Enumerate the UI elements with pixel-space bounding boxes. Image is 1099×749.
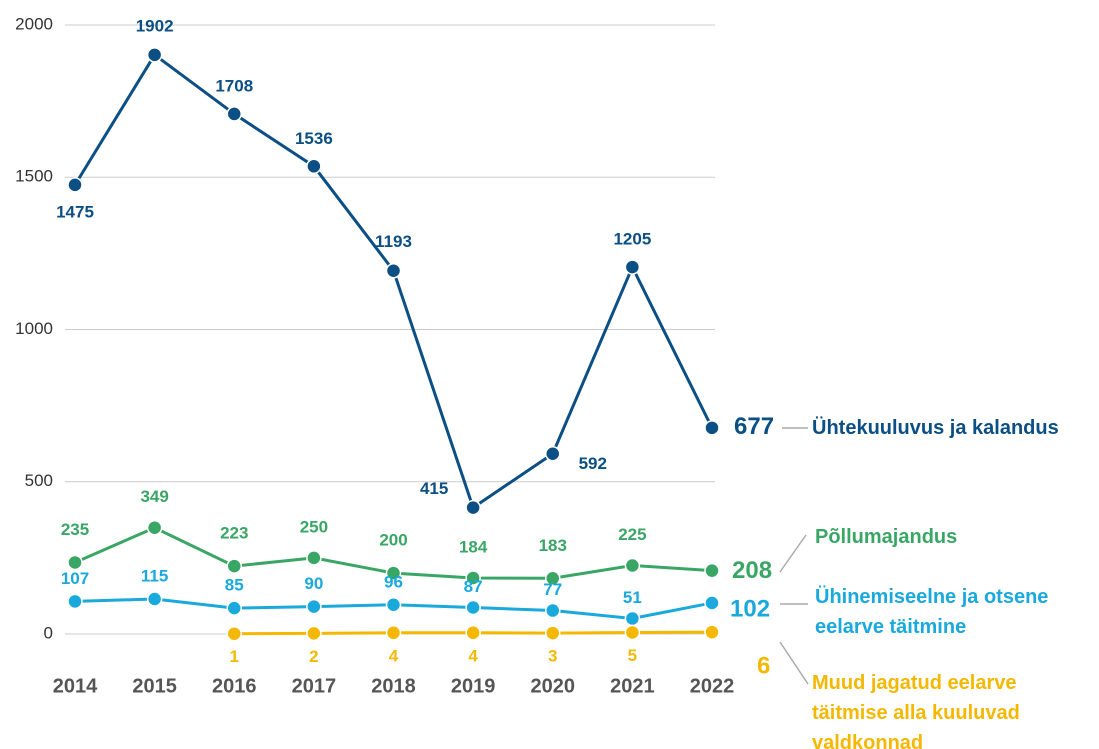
y-tick-label: 1500 — [15, 167, 53, 186]
value-label: 1536 — [295, 129, 333, 148]
value-label: 4 — [389, 646, 399, 665]
point — [306, 158, 322, 175]
value-label: 5 — [628, 646, 637, 665]
point — [226, 558, 242, 574]
point — [545, 570, 561, 587]
value-label: 90 — [304, 574, 323, 593]
value-label: 77 — [543, 580, 562, 599]
point — [306, 598, 322, 615]
point — [385, 565, 402, 581]
series-name: Ühtekuuluvus ja kalandus — [812, 417, 1059, 439]
point — [624, 610, 641, 627]
x-tick-label: 2014 — [53, 675, 98, 697]
point — [67, 177, 83, 193]
point — [624, 259, 641, 275]
point — [67, 593, 83, 610]
value-label: 87 — [464, 577, 483, 596]
point — [67, 554, 83, 571]
point — [146, 591, 163, 607]
end-value-label: 677 — [734, 413, 774, 440]
point — [704, 595, 720, 611]
end-value-label: 102 — [730, 595, 770, 622]
series-name: Põllumajandus — [815, 526, 958, 548]
value-label: 1 — [230, 647, 239, 666]
point — [306, 625, 322, 642]
value-label: 85 — [225, 576, 244, 595]
point — [385, 262, 402, 279]
point — [146, 519, 163, 536]
y-tick-label: 500 — [25, 471, 53, 490]
value-label: 200 — [379, 531, 407, 550]
value-label: 96 — [384, 572, 403, 591]
value-label: 2 — [309, 647, 318, 666]
value-label: 115 — [141, 566, 168, 585]
point — [306, 550, 322, 566]
value-label: 415 — [420, 479, 448, 498]
value-label: 250 — [300, 517, 328, 536]
point — [385, 597, 402, 613]
connector — [779, 641, 809, 685]
point — [624, 624, 641, 641]
y-tick-label: 1000 — [15, 319, 53, 338]
point — [545, 445, 561, 462]
point — [704, 420, 720, 436]
x-tick-label: 2017 — [292, 675, 337, 697]
point — [465, 599, 481, 616]
value-label: 51 — [623, 588, 642, 607]
point — [704, 562, 720, 579]
value-label: 1193 — [375, 232, 412, 251]
x-tick-label: 2015 — [132, 675, 177, 697]
value-label: 3 — [548, 647, 557, 666]
x-tick-label: 2021 — [610, 675, 655, 697]
value-label: 1902 — [136, 16, 174, 35]
x-tick-label: 2022 — [690, 675, 735, 697]
point — [704, 624, 720, 640]
value-label: 1475 — [56, 202, 94, 221]
value-label: 4 — [468, 646, 478, 665]
series-name: Muud jagatud eelarve täitmise alla kuulu… — [812, 672, 1020, 749]
value-label: 183 — [539, 536, 567, 555]
x-tick-label: 2019 — [451, 675, 496, 697]
value-label: 1205 — [613, 230, 651, 249]
value-label: 184 — [459, 537, 488, 556]
point — [465, 625, 481, 641]
x-tick-label: 2020 — [531, 675, 576, 697]
value-label: 349 — [140, 487, 168, 506]
x-tick-label: 2016 — [212, 675, 257, 697]
value-label: 1708 — [215, 76, 253, 95]
point — [226, 625, 242, 642]
end-value-label: 208 — [732, 557, 772, 584]
series-line — [73, 52, 714, 510]
value-label: 223 — [220, 524, 248, 543]
point — [385, 625, 402, 641]
value-label: 225 — [618, 525, 646, 544]
point — [226, 106, 242, 122]
end-value-label: 6 — [757, 653, 770, 680]
point — [226, 600, 242, 616]
point — [465, 499, 481, 516]
value-label: 592 — [579, 454, 607, 473]
point — [624, 557, 641, 574]
point — [545, 602, 561, 619]
point — [146, 47, 163, 63]
series-name: Ühinemiseelne ja otsene eelarve täitmine — [815, 586, 1049, 638]
point — [545, 625, 561, 641]
value-label: 235 — [61, 520, 89, 539]
value-label: 107 — [61, 569, 89, 588]
connector — [779, 534, 807, 573]
y-tick-label: 0 — [44, 623, 53, 642]
y-tick-label: 2000 — [15, 14, 53, 33]
point — [465, 570, 481, 586]
x-tick-label: 2018 — [371, 675, 416, 697]
